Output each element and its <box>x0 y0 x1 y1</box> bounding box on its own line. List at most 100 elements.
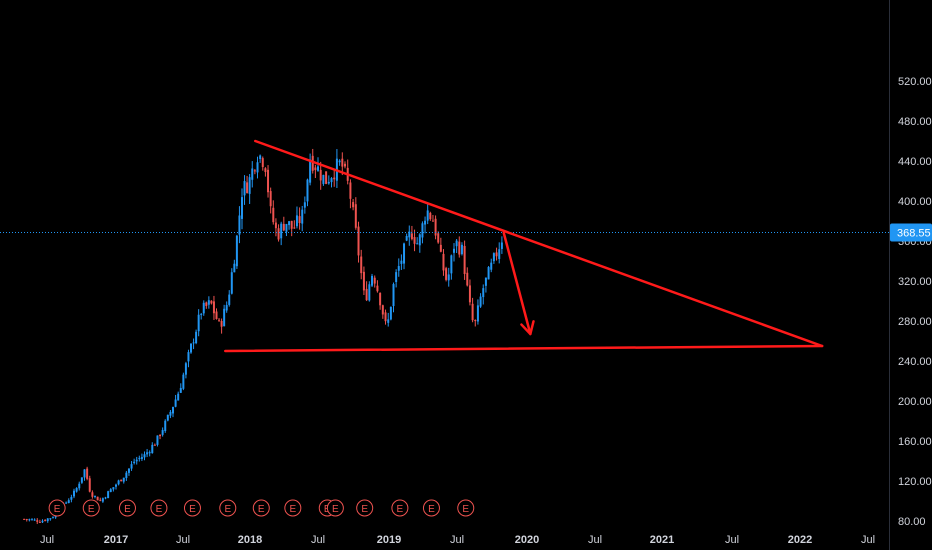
candle-body <box>115 484 117 487</box>
earnings-marker-label: E <box>462 504 469 515</box>
candle-body <box>31 519 33 521</box>
candle-body <box>424 220 427 225</box>
y-tick-label: 280.00 <box>898 316 932 328</box>
candle-body <box>379 292 382 306</box>
horizontal-support-line[interactable] <box>223 344 824 353</box>
candle-body <box>381 305 384 315</box>
candle-body <box>301 209 304 224</box>
candle-body <box>330 178 333 183</box>
candle-body <box>166 414 169 421</box>
candle-body <box>344 163 347 167</box>
candle-body <box>362 271 365 291</box>
candle-body <box>418 234 421 246</box>
candle-body <box>360 256 363 274</box>
candle-body <box>492 253 495 262</box>
earnings-marker <box>422 499 440 517</box>
candle-body <box>172 406 175 414</box>
candle-body <box>202 302 205 314</box>
candle-body <box>261 158 264 168</box>
candle-body <box>91 492 94 497</box>
candle-body <box>138 457 141 459</box>
descending-resistance-line[interactable] <box>254 139 824 348</box>
candle-body <box>107 491 110 499</box>
candle-body <box>280 223 283 239</box>
candle-body <box>161 430 164 435</box>
candle-body <box>368 284 371 301</box>
candle-body <box>112 487 115 490</box>
time-axis[interactable]: Jul 2017 Jul 2018 Jul 2019 Jul 2020 Jul 2021 Jul 20… <box>40 534 875 546</box>
earnings-marker <box>219 499 237 517</box>
candle-body <box>319 169 322 181</box>
candle-body <box>479 296 482 307</box>
candle-body <box>317 166 319 171</box>
candle-body <box>153 444 156 446</box>
candle-body <box>156 435 159 445</box>
earnings-marker <box>252 499 270 517</box>
y-tick-label: 520.00 <box>898 76 932 88</box>
candle-body <box>482 288 485 298</box>
projected-drop-line[interactable] <box>502 231 532 336</box>
candle-body <box>421 223 424 238</box>
candle-body <box>303 202 306 208</box>
candle-body <box>159 435 162 437</box>
candle-body <box>148 452 151 454</box>
earnings-marker-label: E <box>156 504 163 515</box>
candle-body <box>240 197 243 219</box>
candle-body <box>164 420 167 431</box>
x-tick-label: 2017 <box>104 534 128 546</box>
last-price-label: 368.55 <box>897 227 931 239</box>
candle-body <box>83 469 86 478</box>
candle-body <box>251 168 254 180</box>
x-tick-label: Jul <box>40 534 54 546</box>
candle-body <box>392 284 395 307</box>
x-tick-label: Jul <box>588 534 602 546</box>
candle-body <box>218 319 221 321</box>
candle-body <box>133 461 136 464</box>
candle-body <box>25 519 28 521</box>
earnings-marker-label: E <box>189 504 196 515</box>
earnings-marker-label: E <box>54 504 61 515</box>
earnings-marker-label: E <box>224 504 231 515</box>
candle-body <box>400 260 403 264</box>
candle-body <box>341 158 344 167</box>
candle-body <box>290 220 293 229</box>
y-tick-label: 400.00 <box>898 196 932 208</box>
arrow-head <box>520 320 535 336</box>
candle-body <box>143 454 146 458</box>
earnings-marker <box>82 499 100 517</box>
candle-body <box>67 500 70 504</box>
earnings-marker <box>457 499 475 517</box>
candle-body <box>338 160 341 163</box>
earnings-marker <box>183 499 201 517</box>
candle-body <box>256 162 259 173</box>
candle-body <box>487 267 490 280</box>
candle-body <box>365 288 368 301</box>
candle-body <box>117 480 120 485</box>
y-tick-label: 480.00 <box>898 116 932 128</box>
candle-body <box>403 243 406 264</box>
candle-body <box>306 179 309 202</box>
earnings-marker-label: E <box>361 504 368 515</box>
x-tick-label: Jul <box>725 534 739 546</box>
candle-body <box>238 215 241 235</box>
candle-body <box>212 301 215 314</box>
candle-body <box>282 223 285 231</box>
candle-body <box>349 182 352 199</box>
candle-body <box>235 235 238 267</box>
candle-body <box>127 468 130 473</box>
candle-body <box>410 233 413 240</box>
candle-body <box>442 253 445 271</box>
last-price-tag-bg <box>890 223 932 242</box>
candle-body <box>207 300 210 305</box>
candle-body <box>269 191 272 207</box>
candle-body <box>94 495 96 497</box>
candle-body <box>471 303 474 321</box>
earnings-marker-label: E <box>124 504 131 515</box>
candle-body <box>187 352 190 362</box>
candle-body <box>272 207 275 223</box>
candle-body <box>169 411 172 416</box>
drawing-layer[interactable] <box>223 139 824 353</box>
price-axis[interactable]: 80.00 120.00 160.00 200.00 240.00 280.00 320.0… <box>898 76 932 528</box>
candle-body <box>267 169 270 193</box>
